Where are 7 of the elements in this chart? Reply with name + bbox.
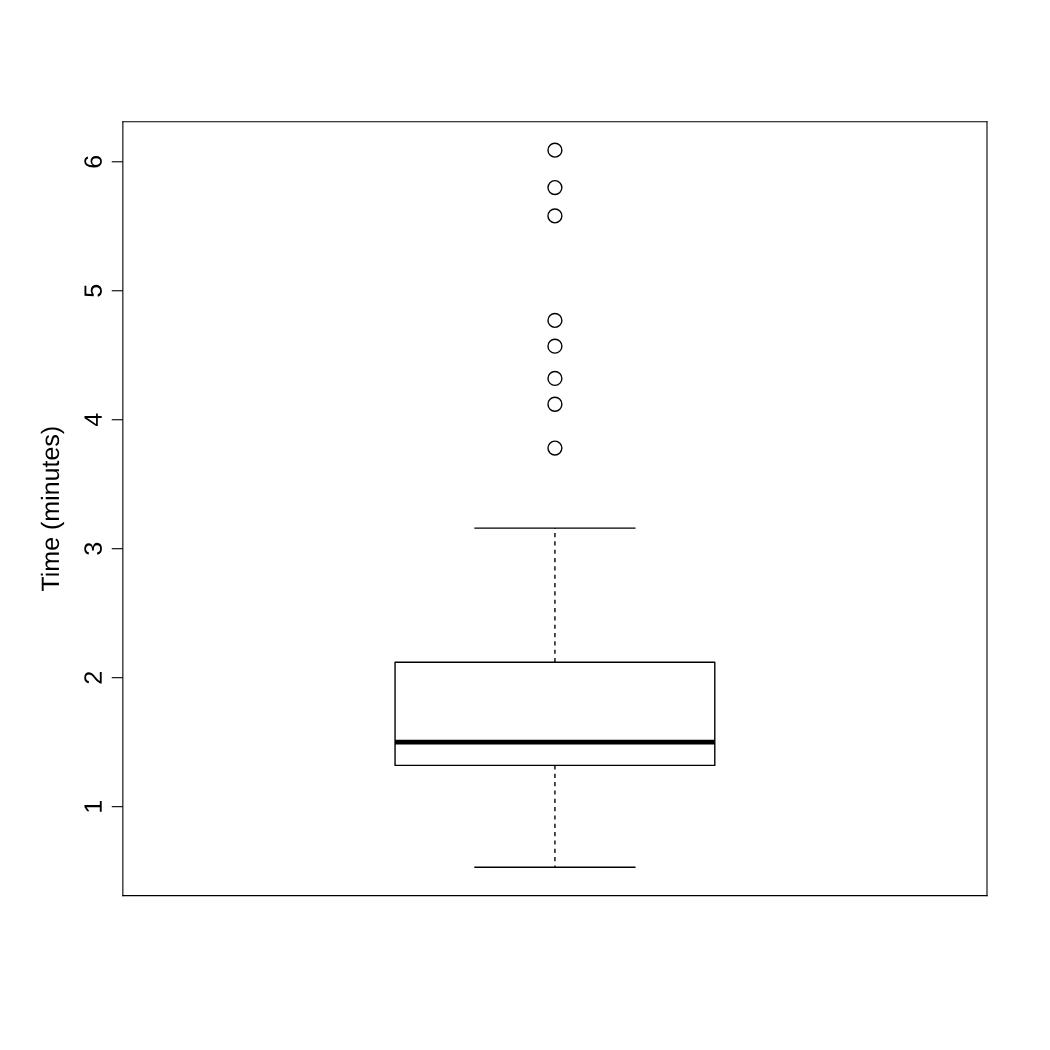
y-tick-label: 5 — [84, 284, 102, 297]
y-axis-title: Time (minutes) — [40, 427, 65, 592]
y-tick-label: 1 — [84, 800, 102, 812]
y-tick-label: 3 — [84, 542, 102, 555]
y-tick-label: 2 — [84, 671, 102, 684]
y-tick-label: 6 — [84, 155, 102, 168]
y-tick-label: 4 — [84, 413, 102, 427]
